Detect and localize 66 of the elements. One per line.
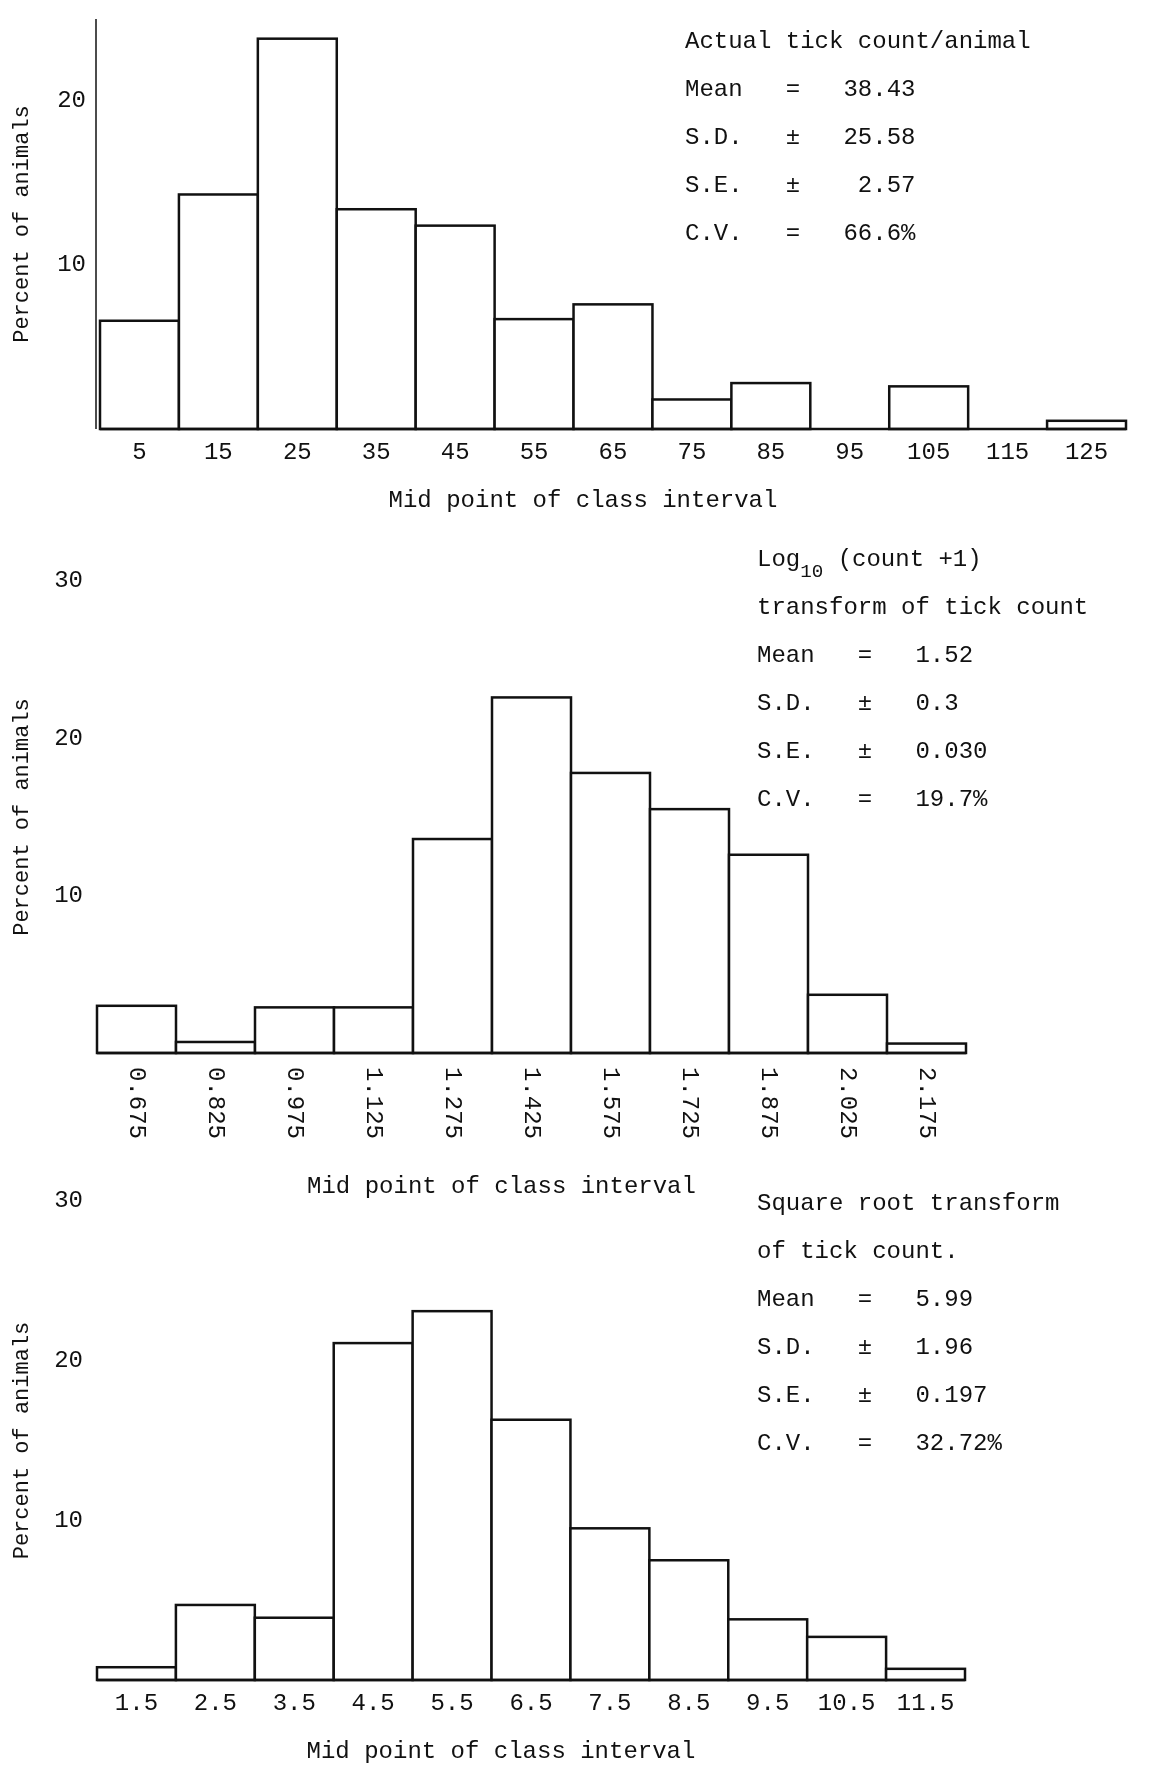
x-tick-label: 55 [519,439,549,466]
x-tick-label: 11.5 [896,1690,955,1717]
x-tick-label: 5 [132,439,147,466]
x-tick-label: 105 [907,439,951,466]
y-tick-label: 20 [54,724,83,752]
y-tick-label: 20 [54,1347,83,1375]
x-tick-label: 1.125 [360,1067,388,1140]
x-tick-label: 1.5 [114,1690,159,1717]
x-tick-label: 2.025 [834,1067,862,1140]
annotation: C.V. = 19.7% [757,786,989,813]
x-tick-label: 6.5 [509,1690,553,1717]
y-tick-label: 10 [54,882,83,910]
x-tick-label: 5.5 [430,1690,474,1717]
annotation: Log$_{10}$ (count +1) [757,546,982,583]
x-tick-label: 65 [598,439,628,466]
annotation: S.D. ± 0.3 [757,690,959,717]
annotation: S.D. ± 1.96 [757,1334,974,1361]
annotation: S.E. ± 0.030 [757,738,988,765]
y-tick-label: 30 [54,1187,83,1215]
x-tick-label: 35 [361,439,391,466]
annotation: Mean = 5.99 [757,1286,974,1313]
annotation: S.E. ± 0.197 [757,1382,988,1409]
y-tick-label: 10 [57,251,86,279]
x-tick-label: 4.5 [351,1690,395,1717]
x-tick-label: 95 [835,439,865,466]
x-axis-title: Mid point of class interval [307,1173,696,1200]
annotation: of tick count. [757,1238,959,1265]
x-tick-label: 0.675 [123,1067,151,1140]
annotation: S.D. ± 25.58 [685,124,916,151]
y-axis-title: Percent of animals [10,105,35,343]
x-tick-label: 2.175 [913,1067,941,1140]
x-tick-label: 10.5 [817,1690,876,1717]
x-tick-label: 1.425 [518,1067,546,1140]
x-tick-label: 1.575 [597,1067,625,1140]
x-axis-title: Mid point of class interval [306,1738,696,1765]
x-tick-label: 125 [1064,439,1109,466]
annotation: Square root transform [757,1190,1060,1217]
annotation: Actual tick count/animal [685,28,1031,55]
x-tick-label: 0.825 [202,1067,230,1140]
y-axis-title: Percent of animals [10,1321,35,1560]
x-tick-label: 1.875 [755,1067,783,1140]
x-tick-label: 15 [203,439,233,466]
x-axis-title: Mid point of class interval [388,487,778,514]
y-tick-label: 30 [54,567,83,595]
x-tick-label: 45 [440,439,470,466]
x-tick-label: 8.5 [667,1690,711,1717]
x-tick-label: 1.725 [676,1067,704,1140]
annotation: C.V. = 32.72% [757,1430,1003,1457]
x-tick-label: 0.975 [281,1067,309,1140]
x-tick-label: 75 [677,439,707,466]
annotation: S.E. ± 2.57 [685,172,916,199]
y-tick-label: 20 [57,87,86,115]
x-tick-label: 115 [986,439,1030,466]
y-axis-title: Percent of animals [10,698,35,936]
x-tick-label: 25 [282,439,312,466]
y-tick-label: 10 [54,1506,83,1534]
x-tick-label: 9.5 [746,1690,790,1717]
x-tick-label: 3.5 [272,1690,316,1717]
x-tick-label: 1.275 [439,1067,467,1140]
x-tick-label: 2.5 [193,1690,237,1717]
x-tick-label: 85 [756,439,786,466]
annotation: transform of tick count [757,594,1089,621]
annotation: Mean = 38.43 [685,76,916,103]
annotation: C.V. = 66.6% [685,220,917,247]
x-tick-label: 7.5 [588,1690,632,1717]
annotation: Mean = 1.52 [757,642,974,669]
